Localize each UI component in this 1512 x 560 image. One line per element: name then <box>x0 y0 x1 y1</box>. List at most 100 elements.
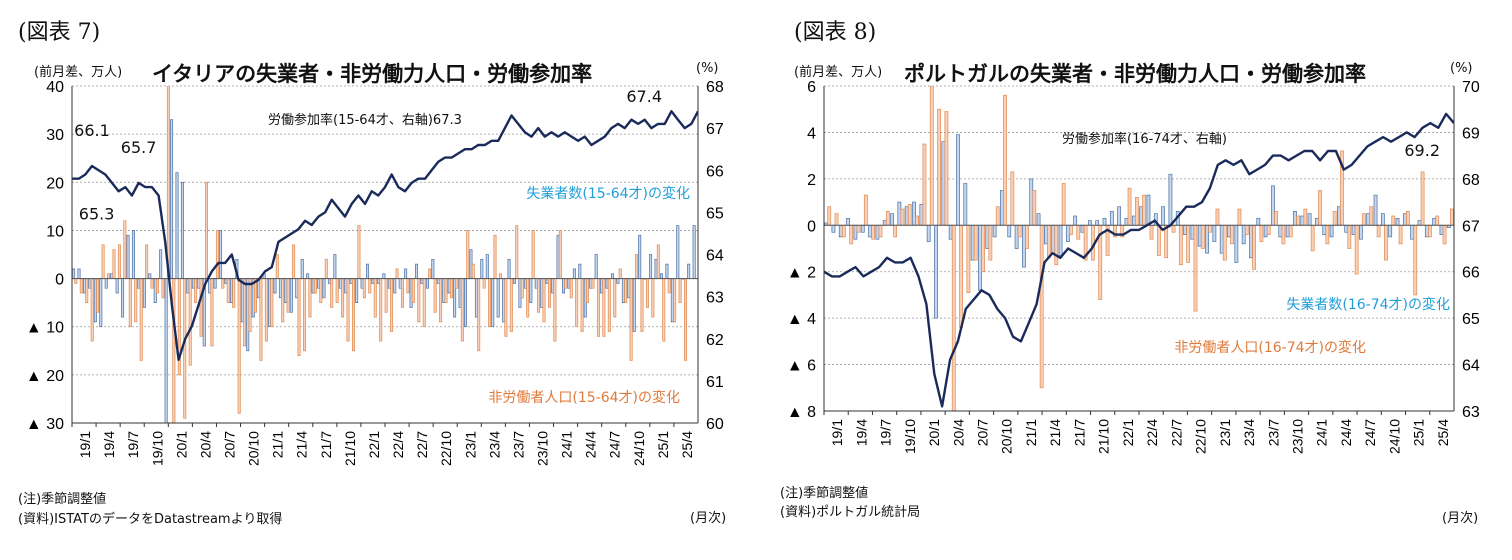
unemployed-bar <box>904 206 909 226</box>
unemployed-bar <box>1380 213 1385 226</box>
unemployed-bar <box>1205 224 1209 254</box>
x-tick-label: 23/1 <box>1217 419 1233 446</box>
unemployed-bar <box>1337 206 1341 226</box>
inactive-bar <box>79 278 83 294</box>
x-tick-label: 21/4 <box>294 431 310 458</box>
unemployed-bar <box>180 181 184 279</box>
inactive-bar <box>1296 215 1300 226</box>
unemployed-bar <box>1395 217 1400 226</box>
y-left-tick-label: ▲ 20 <box>26 368 64 385</box>
y-left-tick-label: 2 <box>807 172 816 189</box>
inactive-bar <box>645 278 649 308</box>
inactive-bar <box>112 249 116 279</box>
inactive-bar <box>428 268 432 279</box>
inactive-bar <box>1054 224 1059 266</box>
inactive-bar <box>205 181 209 279</box>
y-right-tick-label: 61 <box>706 374 724 391</box>
y-right-tick-label: 62 <box>706 332 724 349</box>
unemployed-bar <box>572 268 576 279</box>
inactive-bar <box>1127 187 1132 226</box>
unemployed-bar <box>1271 185 1275 226</box>
unemployed-bar <box>322 278 326 299</box>
unemployed-bar <box>616 278 620 284</box>
inactive-bar <box>123 220 127 279</box>
inactive-bar <box>575 278 579 328</box>
x-tick-label: 22/7 <box>1168 419 1184 446</box>
inactive-bar <box>237 278 241 414</box>
unemployed-bar <box>890 213 894 226</box>
inactive-bar <box>526 278 530 318</box>
y-left-tick-label: ▲ 4 <box>787 311 816 328</box>
unemployed-bar <box>1183 224 1187 235</box>
y-right-tick-label: 66 <box>706 163 724 180</box>
inactive-bar <box>166 86 170 279</box>
x-tick-label: 21/1 <box>1023 419 1039 446</box>
inactive-bar <box>1281 224 1286 245</box>
unemployed-bar <box>992 224 997 238</box>
x-tick-label: 25/1 <box>1411 419 1427 446</box>
x-tick-label: 25/4 <box>679 431 695 458</box>
x-tick-label: 20/10 <box>246 431 262 466</box>
unemployed-bar <box>415 263 419 279</box>
y-right-tick-label: 69 <box>1462 125 1480 142</box>
unemployed-bar <box>934 224 938 319</box>
inactive-bar <box>156 278 160 294</box>
inactive-bar <box>624 278 628 303</box>
unemployed-bar <box>1102 217 1107 226</box>
inactive-bar <box>1398 224 1403 245</box>
x-tick-label: 23/7 <box>510 431 526 458</box>
chart-panel-portugal: 6 4 2 0 ▲ 2 ▲ 4 ▲ 6 ▲ 8 70 69 68 67 66 65 64 63 19/1 19/4… <box>756 0 1512 560</box>
unemployed-bar <box>496 278 500 318</box>
inactive-bar <box>107 273 111 279</box>
inactive-bar <box>1010 171 1015 226</box>
unemployed-bar <box>948 224 953 240</box>
participation-rate-line <box>824 112 1454 408</box>
y-right-tick-label: 64 <box>1462 358 1480 375</box>
unemployed-bar <box>659 273 663 279</box>
unemployed-bar <box>1051 224 1056 254</box>
y-left-tick-label: ▲ 10 <box>26 320 64 337</box>
inactive-bar <box>281 278 285 323</box>
unemployed-bar <box>1432 217 1437 226</box>
inactive-bar <box>379 278 383 342</box>
inactive-bar <box>520 278 524 299</box>
unemployed-bar <box>687 263 691 279</box>
inactive-bar <box>863 194 868 226</box>
x-tick-label: 20/4 <box>950 419 966 446</box>
inactive-bar <box>509 278 513 332</box>
unemployed-bar <box>366 263 370 279</box>
unemployed-bar <box>1124 217 1129 226</box>
inactive-bar <box>885 211 890 226</box>
unemployed-bar <box>485 254 489 279</box>
x-tick-label: 25/4 <box>1435 419 1451 446</box>
inactive-bar <box>629 278 633 361</box>
unemployed-bar <box>1065 224 1070 242</box>
unemployed-bar <box>1439 224 1444 235</box>
unemployed-bar <box>333 254 337 279</box>
annotation: 非労働者人口(16-74才)の変化 <box>1174 339 1366 356</box>
inactive-bar <box>900 208 905 226</box>
inactive-bar <box>172 278 176 423</box>
inactive-bar <box>586 278 590 303</box>
inactive-bar <box>915 215 919 226</box>
y-left-tick-label: ▲ 30 <box>26 416 64 433</box>
inactive-bar <box>1391 215 1396 226</box>
unemployed-bar <box>594 254 598 279</box>
x-tick-label: 23/10 <box>535 431 551 466</box>
inactive-bar <box>1252 224 1256 270</box>
x-tick-label: 24/4 <box>583 431 599 458</box>
inactive-bar <box>951 224 956 411</box>
y-left-tick-label: 30 <box>46 127 64 144</box>
participation-rate-line <box>72 110 698 361</box>
inactive-bar <box>929 86 934 226</box>
inactive-bar <box>988 224 993 261</box>
inactive-bar <box>959 224 963 328</box>
y-right-tick-label: 60 <box>706 416 724 433</box>
unemployed-bar <box>970 224 975 261</box>
unemployed-bar <box>382 273 386 279</box>
y-left-tick-label: 40 <box>46 79 64 96</box>
unemployed-bar <box>72 268 76 279</box>
unemployed-bar <box>1022 224 1026 268</box>
x-tick-label: 22/4 <box>390 431 406 458</box>
unemployed-bar <box>159 249 163 279</box>
